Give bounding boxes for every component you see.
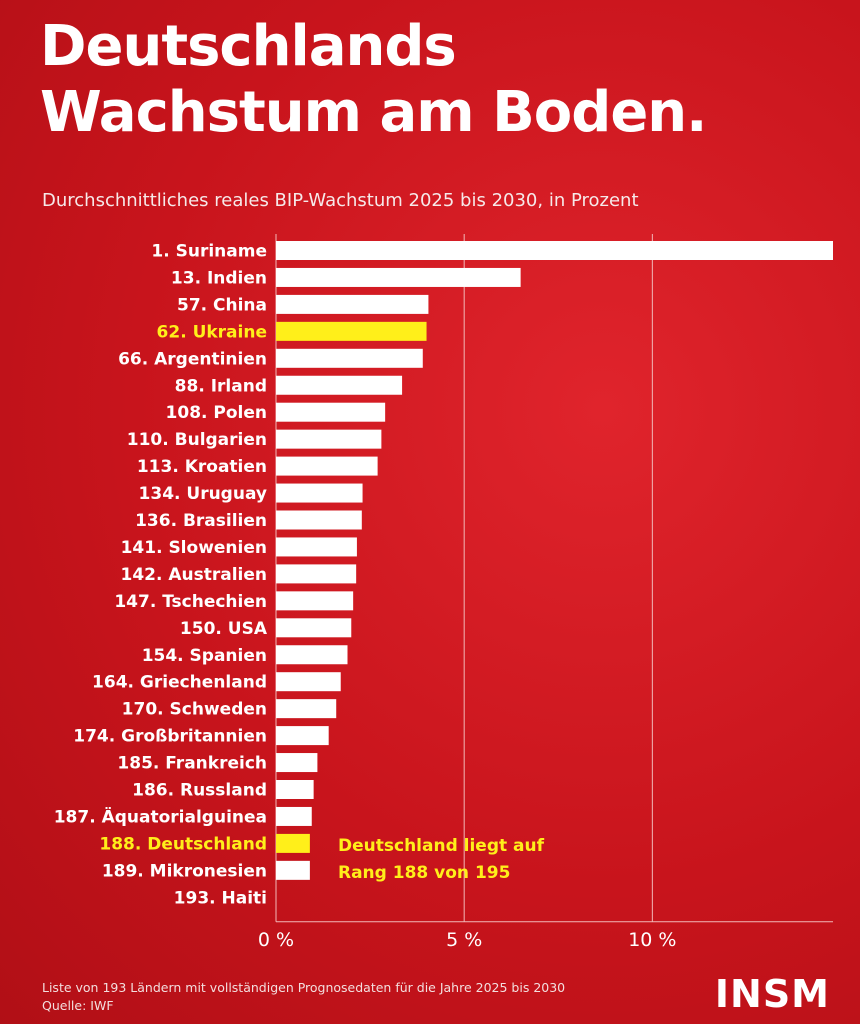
footnote-text: Liste von 193 Ländern mit vollständigen … <box>42 980 566 995</box>
category-label: 108. Polen <box>166 403 267 423</box>
category-label: 147. Tschechien <box>114 592 267 612</box>
bar <box>276 699 337 719</box>
category-label: 141. Slowenien <box>121 538 267 558</box>
bar <box>276 591 354 611</box>
insm-logo: INSM <box>714 972 830 1016</box>
title-line-2: Wachstum am Boden. <box>40 80 707 145</box>
x-tick-label: 10 % <box>628 929 676 951</box>
category-label: 154. Spanien <box>142 646 267 666</box>
bar <box>276 267 521 287</box>
category-label: 187. Äquatorialguinea <box>54 805 267 827</box>
bar <box>276 726 329 746</box>
category-label: 136. Brasilien <box>135 511 267 531</box>
bar <box>276 348 423 368</box>
category-label: 113. Kroatien <box>137 457 267 477</box>
bar <box>276 833 310 853</box>
category-label: 1. Suriname <box>151 242 267 262</box>
bar <box>276 456 378 476</box>
bar <box>276 672 341 692</box>
category-label: 66. Argentinien <box>118 349 267 369</box>
category-label: 62. Ukraine <box>157 322 267 342</box>
chart-subtitle: Durchschnittliches reales BIP-Wachstum 2… <box>42 190 639 211</box>
bar <box>276 618 352 638</box>
bar <box>276 375 403 395</box>
category-label: 193. Haiti <box>174 888 267 908</box>
category-label: 188. Deutschland <box>99 834 267 854</box>
x-tick-label: 0 % <box>258 929 294 951</box>
bar <box>276 429 382 449</box>
category-label: 189. Mikronesien <box>102 861 267 881</box>
category-label: 142. Australien <box>120 565 267 585</box>
category-label: 88. Irland <box>175 376 267 396</box>
bar <box>276 321 427 341</box>
bar <box>276 860 310 880</box>
category-label: 170. Schweden <box>122 700 267 720</box>
bar <box>276 806 312 826</box>
bar <box>276 241 833 260</box>
bar-chart: 1. Suriname 13. Indien 57. China 62. Ukrain… <box>54 234 833 951</box>
category-label: 110. Bulgarien <box>127 430 267 450</box>
callout-line-1: Deutschland liegt auf <box>338 836 545 856</box>
bar <box>276 483 363 503</box>
bar <box>276 294 429 314</box>
category-label: 185. Frankreich <box>117 754 267 774</box>
bar <box>276 537 357 557</box>
page-title: Deutschlands Wachstum am Boden. <box>40 14 707 146</box>
category-label: 186. Russland <box>132 781 267 801</box>
bar <box>276 780 314 799</box>
bar <box>276 753 318 773</box>
category-label: 13. Indien <box>171 268 267 288</box>
footnote: Liste von 193 Ländern mit vollständigen … <box>42 979 565 1015</box>
category-label: 57. China <box>177 295 267 315</box>
bar <box>276 402 386 422</box>
title-line-1: Deutschlands <box>40 14 457 79</box>
callout-line-2: Rang 188 von 195 <box>338 863 511 883</box>
callout-text: Deutschland liegt auf Rang 188 von 195 <box>338 833 544 887</box>
bar <box>276 645 348 665</box>
bar <box>276 510 362 530</box>
bar <box>276 564 357 584</box>
source-text: Quelle: IWF <box>42 998 114 1013</box>
category-label: 134. Uruguay <box>139 484 267 504</box>
category-label: 174. Großbritannien <box>73 727 267 747</box>
x-tick-label: 5 % <box>446 929 482 951</box>
category-label: 164. Griechenland <box>92 673 267 693</box>
category-label: 150. USA <box>180 619 268 639</box>
